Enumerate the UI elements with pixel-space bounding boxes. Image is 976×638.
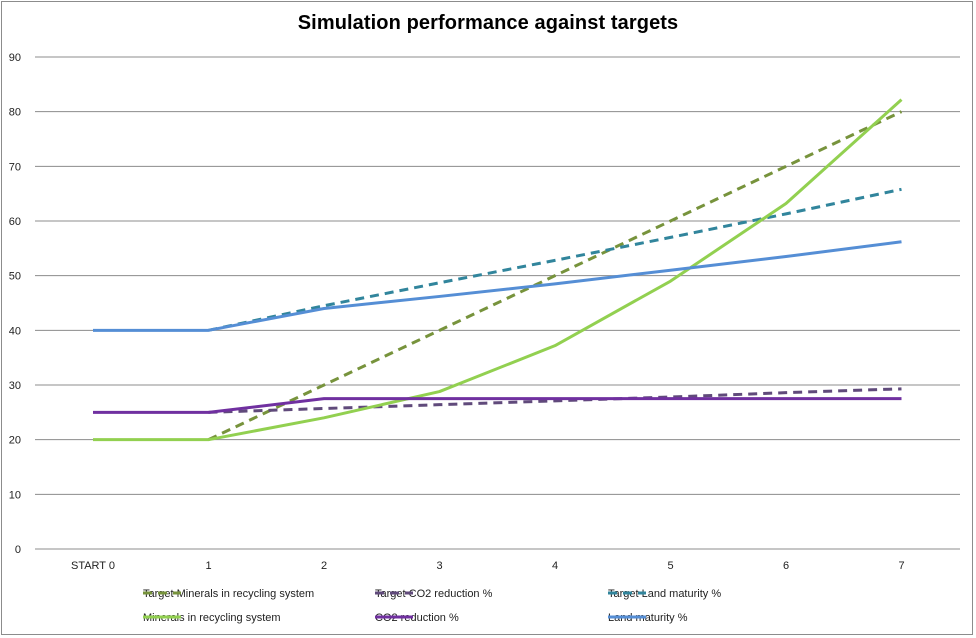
legend-label: Minerals in recycling system: [143, 612, 281, 624]
y-axis-ticks: 0 10 20 30 40 50 60 70 80 90: [9, 52, 21, 556]
series-line-target-land-maturity: [208, 187, 902, 332]
legend-label: Target CO2 reduction %: [375, 588, 493, 600]
y-tick-label: 50: [9, 271, 21, 283]
y-tick-label: 0: [15, 544, 21, 556]
y-tick-label: 60: [9, 216, 21, 228]
x-tick-label: 3: [436, 560, 442, 572]
legend-item-minerals: Minerals in recycling system: [143, 612, 281, 624]
y-tick-label: 70: [9, 161, 21, 173]
series-line-land-maturity: [93, 240, 902, 332]
series-line-co2-reduction: [93, 397, 902, 414]
y-tick-label: 40: [9, 325, 21, 337]
series-line-target-co2-reduction: [208, 387, 902, 414]
x-tick-label: 1: [205, 560, 211, 572]
legend-item-co2: CO2 reduction %: [375, 612, 459, 624]
y-tick-label: 20: [9, 435, 21, 447]
legend-item-target-land: Target Land maturity %: [608, 588, 721, 600]
legend-label: Target Land maturity %: [608, 588, 722, 600]
legend-label: Land maturity %: [608, 612, 688, 624]
y-tick-label: 90: [9, 52, 21, 64]
y-tick-label: 80: [9, 107, 21, 119]
x-tick-label: 2: [321, 560, 327, 572]
x-tick-label: 4: [552, 560, 558, 572]
legend-item-land: Land maturity %: [608, 612, 687, 624]
y-tick-label: 30: [9, 380, 21, 392]
series-line-target-minerals-in-recycling-system: [207, 110, 903, 442]
y-tick-label: 10: [9, 489, 21, 501]
x-axis-ticks: START 0 1 2 3 4 5 6 7: [71, 560, 905, 572]
x-tick-label: 6: [783, 560, 789, 572]
series-lines: [93, 98, 903, 442]
legend-label: CO2 reduction %: [375, 612, 459, 624]
series-line-minerals-in-recycling-system: [93, 98, 903, 442]
legend-item-target-minerals: Target Minerals in recycling system: [143, 588, 314, 600]
chart-title: Simulation performance against targets: [297, 12, 679, 34]
x-tick-label: 5: [667, 560, 673, 572]
legend-label: Target Minerals in recycling system: [143, 588, 315, 600]
x-tick-label: START 0: [71, 560, 115, 572]
x-tick-label: 7: [898, 560, 904, 572]
legend-item-target-co2: Target CO2 reduction %: [375, 588, 492, 600]
